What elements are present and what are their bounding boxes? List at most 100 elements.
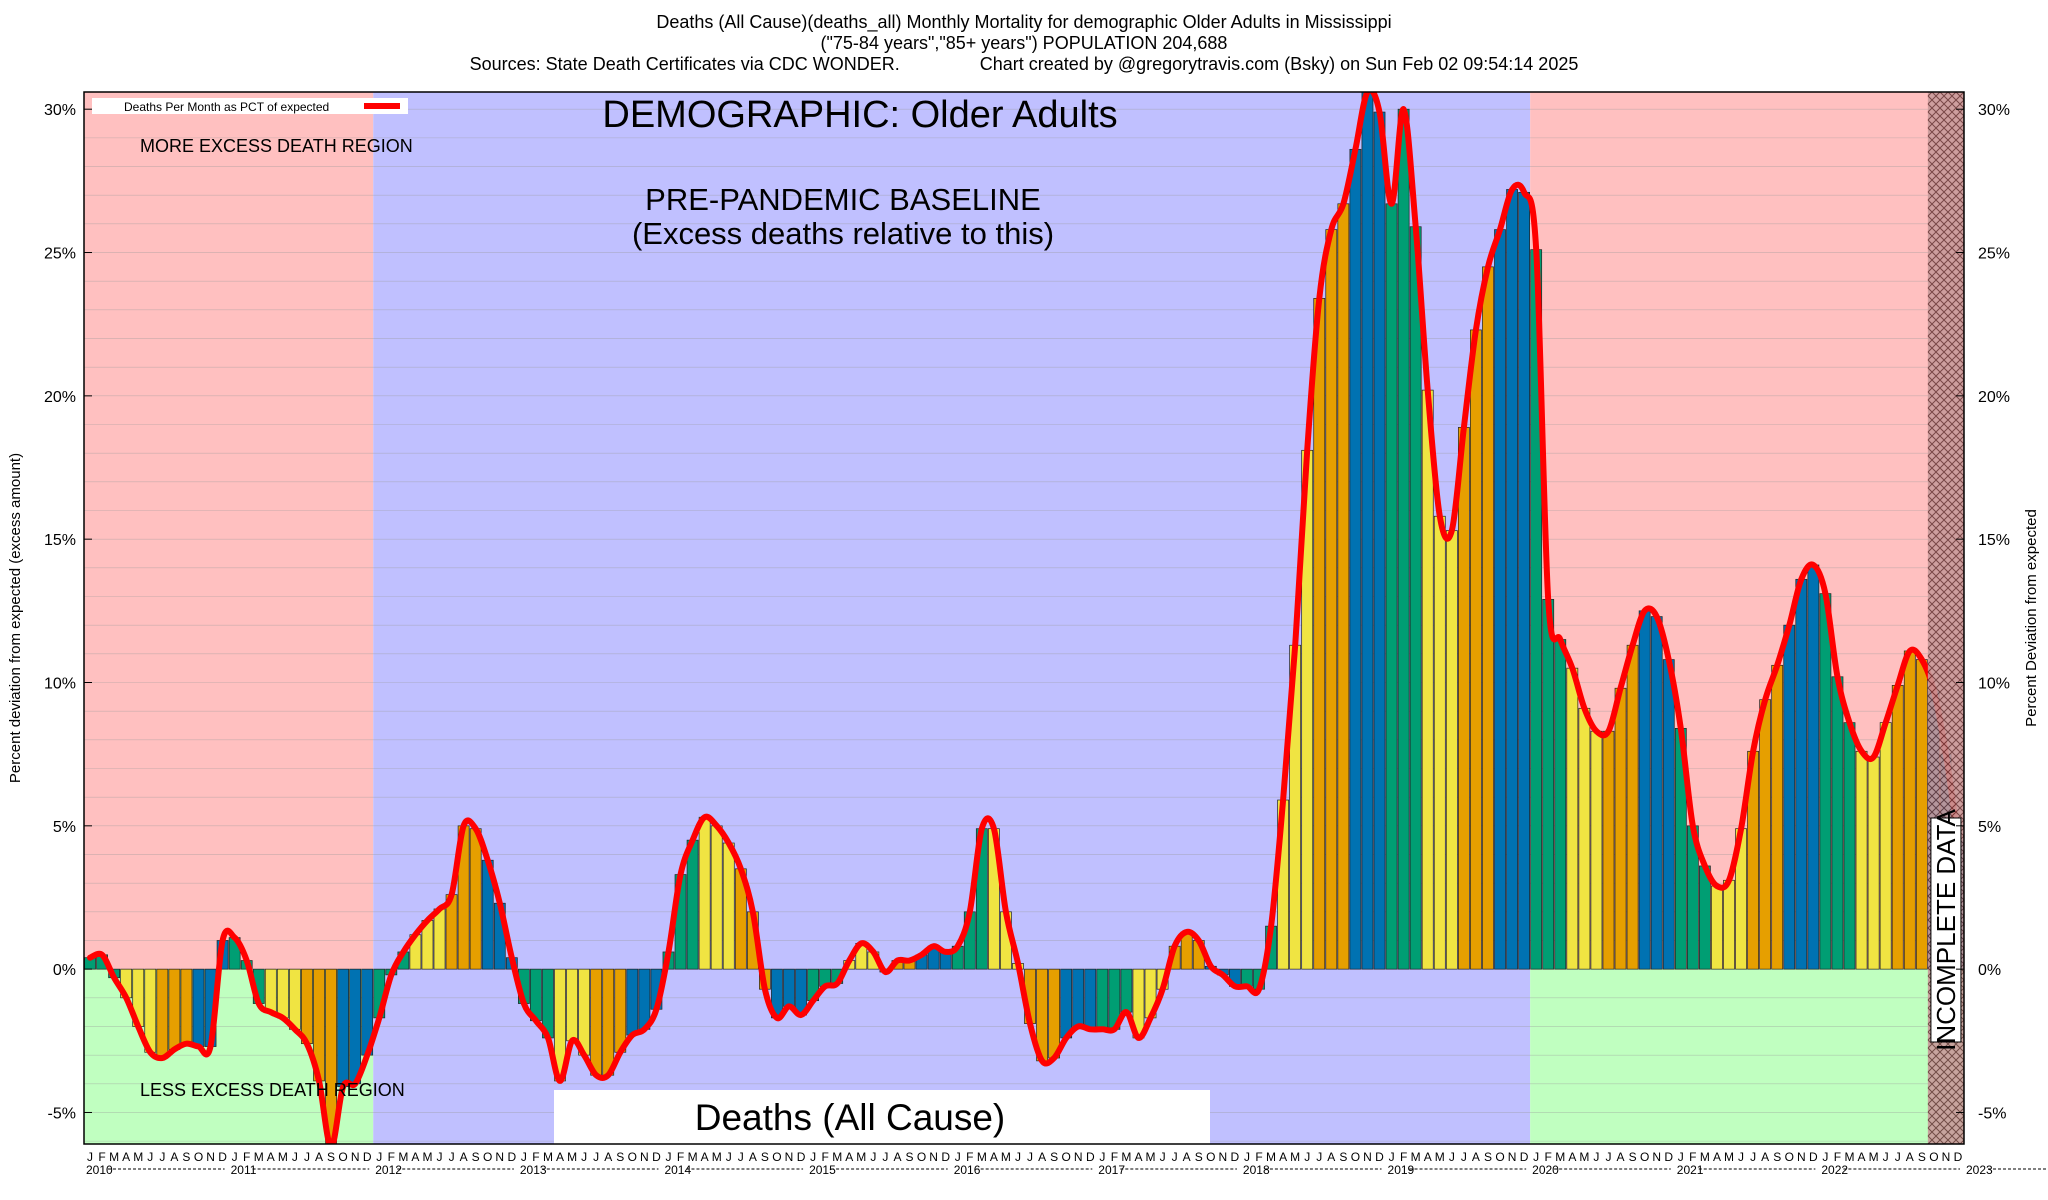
bar	[276, 968, 289, 1019]
bar	[1578, 707, 1591, 970]
x-tick-label: J	[1244, 1150, 1250, 1164]
x-tick-label: A	[990, 1150, 998, 1164]
x-tick-label: S	[472, 1150, 480, 1164]
x-tick-label: M	[1435, 1150, 1445, 1164]
x-tick-label: J	[437, 1150, 443, 1164]
x-tick-label: J	[593, 1150, 599, 1164]
metric-label: Deaths (All Cause)	[695, 1097, 1006, 1138]
x-tick-label: S	[1339, 1150, 1347, 1164]
y-tick-label: 25%	[44, 246, 76, 263]
x-tick-label: J	[1738, 1150, 1744, 1164]
x-tick-label: S	[1484, 1150, 1492, 1164]
x-tick-label: M	[688, 1150, 698, 1164]
x-tick-label: S	[761, 1150, 769, 1164]
x-tick-label: J	[159, 1150, 165, 1164]
bar	[614, 968, 627, 1053]
x-tick-label: M	[1411, 1150, 1421, 1164]
x-tick-label: A	[1568, 1150, 1576, 1164]
x-tick-label: O	[1495, 1150, 1504, 1164]
bar	[1771, 664, 1784, 970]
x-year-label: 2016	[954, 1163, 981, 1177]
bar	[1482, 266, 1494, 970]
bar	[168, 968, 181, 1050]
x-tick-label: S	[616, 1150, 624, 1164]
x-tick-label: J	[1160, 1150, 1166, 1164]
baseline-region	[373, 92, 1531, 1144]
bar	[1409, 226, 1422, 970]
x-year-label: 2015	[809, 1163, 836, 1177]
bar	[301, 968, 313, 1045]
y-tick-label: 30%	[1978, 102, 2010, 119]
bar	[1457, 427, 1470, 970]
x-tick-label: D	[1520, 1150, 1529, 1164]
y-tick-label: 5%	[1978, 819, 2001, 836]
x-year-label: 2012	[375, 1163, 402, 1177]
x-tick-label: N	[1219, 1150, 1228, 1164]
x-tick-label: D	[941, 1150, 950, 1164]
x-tick-label: A	[1858, 1150, 1866, 1164]
x-tick-label: A	[267, 1150, 275, 1164]
bar	[1602, 730, 1615, 970]
background-regions	[84, 92, 1964, 1144]
x-tick-label: M	[856, 1150, 866, 1164]
bar	[1590, 730, 1603, 970]
x-tick-label: N	[1363, 1150, 1372, 1164]
y-tick-label: 20%	[44, 389, 76, 406]
x-tick-label: A	[170, 1150, 178, 1164]
bar	[1819, 593, 1832, 970]
x-tick-label: D	[1809, 1150, 1818, 1164]
x-tick-label: J	[1593, 1150, 1599, 1164]
bar	[1337, 203, 1350, 970]
x-year-label: 2019	[1388, 1163, 1415, 1177]
x-tick-label: M	[1579, 1150, 1589, 1164]
x-tick-label: F	[1689, 1150, 1696, 1164]
bar	[686, 839, 699, 970]
x-tick-label: M	[712, 1150, 722, 1164]
x-tick-label: N	[1652, 1150, 1661, 1164]
bar	[1084, 968, 1097, 1030]
x-tick-label: F	[1111, 1150, 1118, 1164]
x-tick-label: M	[1724, 1150, 1734, 1164]
x-tick-label: A	[604, 1150, 612, 1164]
x-year-label: 2022	[1821, 1163, 1848, 1177]
bar	[1843, 722, 1856, 970]
x-tick-label: F	[677, 1150, 684, 1164]
bar	[1795, 578, 1808, 970]
x-tick-label: A	[701, 1150, 709, 1164]
x-tick-label: J	[87, 1150, 93, 1164]
bar	[1120, 968, 1133, 1013]
x-tick-label: D	[218, 1150, 227, 1164]
y-tick-label: 10%	[44, 675, 76, 692]
x-year-label: 2023	[1966, 1163, 1993, 1177]
y-tick-label: 5%	[53, 819, 76, 836]
x-tick-label: M	[567, 1150, 577, 1164]
x-tick-label: J	[882, 1150, 888, 1164]
x-tick-label: O	[1206, 1150, 1215, 1164]
x-tick-label: J	[449, 1150, 455, 1164]
bar	[289, 968, 301, 1030]
x-tick-label: J	[1678, 1150, 1684, 1164]
x-tick-label: M	[1266, 1150, 1276, 1164]
x-tick-label: J	[1605, 1150, 1611, 1164]
x-tick-label: A	[1472, 1150, 1480, 1164]
x-tick-label: J	[1389, 1150, 1395, 1164]
bar	[325, 968, 337, 1144]
x-tick-label: A	[1134, 1150, 1142, 1164]
x-tick-label: A	[1761, 1150, 1769, 1164]
x-tick-label: N	[1508, 1150, 1517, 1164]
x-year-label: 2021	[1677, 1163, 1704, 1177]
legend: Deaths Per Month as PCT of expected	[92, 98, 408, 114]
x-tick-label: M	[133, 1150, 143, 1164]
x-tick-label: A	[1713, 1150, 1721, 1164]
x-tick-label: A	[315, 1150, 323, 1164]
bar	[1361, 92, 1374, 970]
bar	[1421, 389, 1434, 970]
x-tick-label: M	[1869, 1150, 1879, 1164]
x-tick-label: D	[1954, 1150, 1963, 1164]
x-tick-label: N	[206, 1150, 215, 1164]
y-axis-title-left: Percent deviation from expected (excess …	[7, 453, 24, 783]
bar	[638, 968, 651, 1030]
x-tick-label: O	[772, 1150, 781, 1164]
x-tick-label: J	[1099, 1150, 1105, 1164]
